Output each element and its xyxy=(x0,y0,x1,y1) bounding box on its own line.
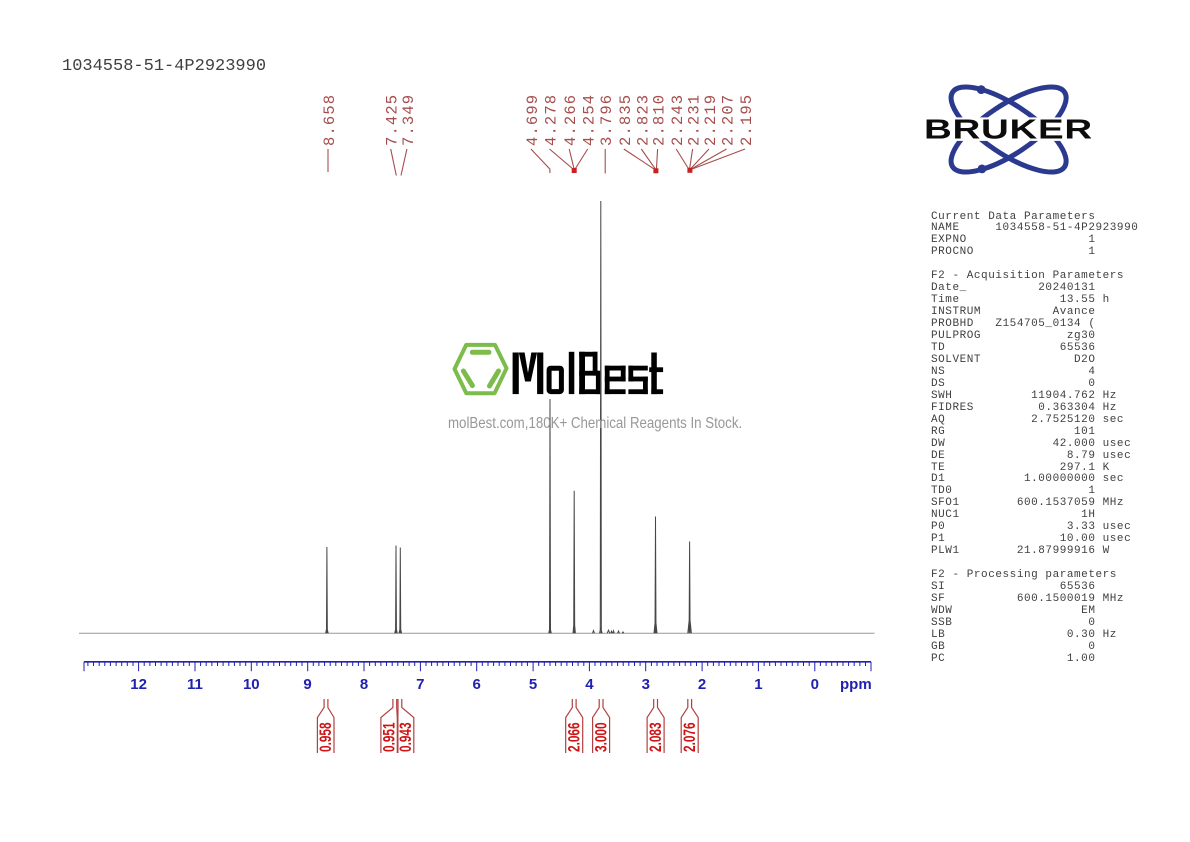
svg-text:4.266: 4.266 xyxy=(562,94,580,146)
svg-text:0.958: 0.958 xyxy=(317,722,335,752)
svg-text:4.254: 4.254 xyxy=(581,94,599,146)
svg-text:2.219: 2.219 xyxy=(702,94,720,146)
svg-text:12: 12 xyxy=(130,676,147,693)
svg-text:11: 11 xyxy=(187,676,203,693)
svg-text:8.658: 8.658 xyxy=(321,94,339,146)
svg-text:7.425: 7.425 xyxy=(384,94,402,146)
svg-text:6: 6 xyxy=(473,676,481,693)
svg-text:BRUKER: BRUKER xyxy=(924,115,1093,145)
svg-text:2.207: 2.207 xyxy=(720,94,738,146)
svg-text:1: 1 xyxy=(754,676,762,693)
svg-text:8: 8 xyxy=(360,676,368,693)
svg-text:4: 4 xyxy=(585,676,594,693)
svg-text:0.943: 0.943 xyxy=(397,722,415,752)
svg-text:2.810: 2.810 xyxy=(651,94,669,146)
svg-text:ppm: ppm xyxy=(840,676,872,693)
svg-text:10: 10 xyxy=(243,676,260,693)
svg-text:2.066: 2.066 xyxy=(566,722,584,752)
svg-text:3: 3 xyxy=(642,676,650,693)
svg-text:5: 5 xyxy=(529,676,537,693)
svg-text:2.823: 2.823 xyxy=(634,94,652,146)
svg-text:2.231: 2.231 xyxy=(686,94,704,146)
svg-text:3.000: 3.000 xyxy=(593,722,611,752)
svg-text:0.951: 0.951 xyxy=(381,722,399,752)
svg-text:9: 9 xyxy=(303,676,311,693)
svg-text:2.243: 2.243 xyxy=(669,94,687,146)
svg-text:2.083: 2.083 xyxy=(647,722,665,752)
svg-text:2.835: 2.835 xyxy=(617,94,635,146)
svg-text:2: 2 xyxy=(698,676,706,693)
svg-text:4.278: 4.278 xyxy=(543,94,561,146)
svg-text:2.076: 2.076 xyxy=(681,722,699,752)
svg-text:4.699: 4.699 xyxy=(524,94,542,146)
svg-text:7.349: 7.349 xyxy=(400,94,418,146)
svg-text:2.195: 2.195 xyxy=(738,94,756,146)
svg-text:0: 0 xyxy=(811,676,819,693)
svg-text:7: 7 xyxy=(416,676,424,693)
svg-text:3.796: 3.796 xyxy=(598,94,616,146)
